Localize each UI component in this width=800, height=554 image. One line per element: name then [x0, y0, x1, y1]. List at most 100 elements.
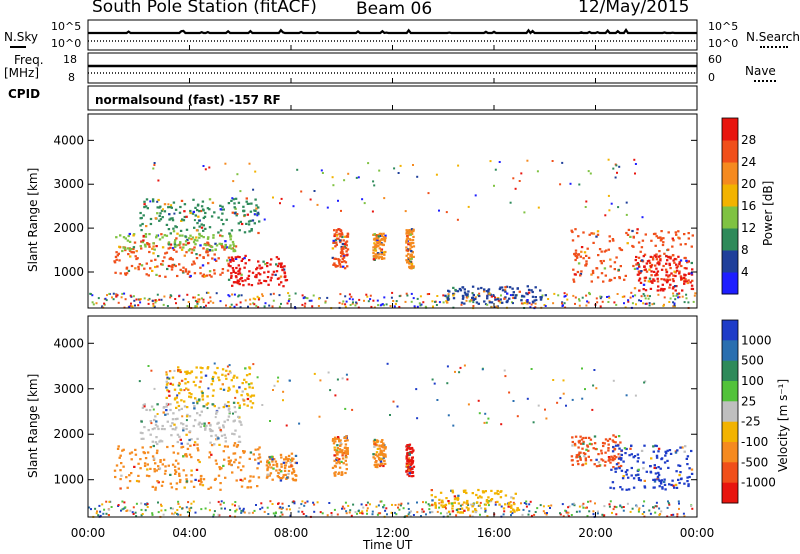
power-data-cell	[592, 232, 596, 235]
power-data-cell	[374, 257, 378, 260]
power-data-cell	[684, 278, 687, 281]
power-data-cell	[378, 241, 381, 244]
power-data-cell	[282, 268, 286, 271]
power-sparse-cell	[457, 164, 460, 167]
velocity-data-cell	[331, 466, 335, 469]
velocity-data-cell	[593, 463, 596, 466]
velocity-data-cell	[477, 488, 480, 492]
power-data-cell	[380, 238, 383, 241]
velocity-noise-cell	[545, 513, 548, 516]
velocity-noise-cell	[668, 503, 671, 506]
power-data-cell	[600, 262, 603, 265]
velocity-data-cell	[221, 373, 224, 376]
power-data-cell	[406, 249, 409, 252]
velocity-data-cell	[211, 380, 215, 383]
power-noise-cell	[599, 305, 602, 308]
velocity-data-cell	[619, 458, 623, 461]
power-data-cell	[144, 245, 147, 248]
power-noise-cell	[354, 304, 357, 307]
power-data-cell	[234, 271, 237, 274]
velocity-data-cell	[246, 394, 250, 397]
power-noise-cell	[155, 299, 158, 302]
power-data-cell	[338, 263, 341, 266]
velocity-sparse-cell	[147, 365, 150, 367]
nsky-series-line	[88, 28, 697, 35]
velocity-data-cell	[230, 379, 233, 382]
velocity-sparse-cell	[272, 389, 274, 391]
velocity-data-cell	[585, 448, 588, 451]
power-noise-cell	[410, 292, 413, 295]
power-data-cell	[572, 280, 576, 283]
velocity-data-cell	[331, 438, 335, 441]
power-data-cell	[632, 236, 635, 239]
power-data-cell	[499, 286, 502, 289]
power-data-cell	[156, 212, 159, 215]
velocity-noise-cell	[313, 510, 316, 513]
power-data-cell	[378, 247, 381, 250]
velocity-data-cell	[177, 467, 180, 470]
power-data-cell	[405, 259, 408, 262]
power-data-cell	[204, 211, 207, 215]
velocity-data-cell	[186, 447, 190, 450]
velocity-data-cell	[663, 461, 667, 464]
velocity-data-cell	[185, 455, 188, 458]
velocity-noise-cell	[140, 514, 143, 517]
velocity-data-cell	[373, 457, 377, 460]
power-data-cell	[477, 287, 480, 290]
power-sparse-cell	[445, 211, 448, 214]
power-data-cell	[408, 247, 412, 250]
velocity-data-cell	[406, 444, 409, 447]
power-noise-cell	[186, 293, 189, 296]
power-data-cell	[175, 250, 178, 253]
velocity-data-cell	[687, 484, 690, 488]
velocity-noise-cell	[658, 507, 661, 510]
power-data-cell	[335, 229, 339, 232]
power-noise-cell	[653, 302, 656, 305]
power-data-cell	[196, 222, 199, 225]
power-sparse-cell	[326, 206, 329, 209]
velocity-data-cell	[162, 458, 166, 461]
velocity-data-cell	[582, 452, 586, 455]
velocity-noise-cell	[395, 513, 398, 516]
velocity-data-cell	[153, 468, 156, 471]
velocity-sparse-cell	[153, 387, 156, 390]
power-data-cell	[161, 263, 164, 266]
velocity-noise-cell	[361, 512, 364, 515]
power-data-cell	[672, 274, 675, 277]
power-data-cell	[207, 262, 210, 265]
power-data-cell	[675, 285, 678, 288]
power-data-cell	[235, 214, 238, 217]
power-noise-cell	[466, 296, 469, 299]
power-noise-cell	[308, 299, 311, 302]
power-data-cell	[465, 294, 469, 297]
velocity-noise-cell	[96, 510, 98, 513]
power-noise-cell	[131, 305, 134, 308]
velocity-sparse-cell	[459, 366, 462, 369]
velocity-data-cell	[236, 444, 240, 447]
velocity-noise-cell	[586, 515, 589, 518]
power-data-cell	[257, 272, 260, 275]
velocity-data-cell	[173, 423, 176, 426]
velocity-noise-cell	[285, 508, 288, 511]
velocity-sparse-cell	[467, 403, 470, 406]
velocity-noise-cell	[559, 513, 562, 516]
velocity-noise-cell	[179, 513, 182, 516]
power-data-cell	[197, 215, 200, 218]
velocity-data-cell	[284, 458, 288, 461]
velocity-data-cell	[224, 403, 227, 406]
velocity-data-cell	[252, 394, 256, 397]
velocity-data-cell	[471, 492, 474, 495]
velocity-data-cell	[589, 459, 593, 462]
power-data-cell	[452, 292, 455, 295]
velocity-noise-cell	[253, 509, 256, 512]
power-data-cell	[472, 298, 475, 301]
velocity-data-cell	[652, 478, 655, 481]
velocity-noise-cell	[366, 507, 369, 510]
velocity-sparse-cell	[273, 384, 276, 387]
velocity-data-cell	[336, 444, 339, 447]
power-data-cell	[377, 245, 380, 248]
power-sparse-cell	[173, 212, 176, 215]
power-data-cell	[665, 262, 668, 265]
power-data-cell	[655, 255, 658, 258]
velocity-data-cell	[612, 440, 615, 443]
